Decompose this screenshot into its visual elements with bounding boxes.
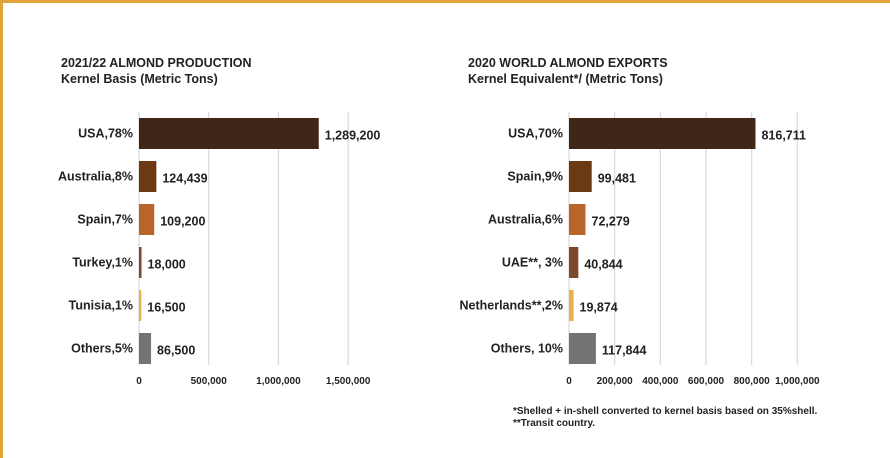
- exports-tick-label: 800,000: [734, 376, 771, 387]
- exports-category-label: USA,70%: [508, 127, 563, 141]
- exports-chart-title: 2020 WORLD ALMOND EXPORTS: [468, 56, 668, 70]
- exports-chart-heading: 2020 WORLD ALMOND EXPORTS Kernel Equival…: [468, 55, 668, 87]
- exports-category-label: UAE**, 3%: [502, 256, 563, 270]
- production-tick-label: 1,500,000: [326, 376, 371, 387]
- production-bar: [139, 290, 142, 321]
- exports-tick-label: 200,000: [597, 376, 634, 387]
- footnote-transit: **Transit country.: [513, 418, 596, 429]
- exports-value-label: 816,711: [761, 129, 806, 143]
- production-value-label: 18,000: [148, 258, 186, 272]
- footnote-shelled: *Shelled + in-shell converted to kernel …: [513, 406, 818, 417]
- production-tick-label: 500,000: [191, 376, 228, 387]
- production-chart-heading: 2021/22 ALMOND PRODUCTION Kernel Basis (…: [61, 55, 252, 87]
- production-tick-label: 1,000,000: [256, 376, 301, 387]
- exports-category-label: Others, 10%: [491, 342, 563, 356]
- production-category-label: Others,5%: [71, 342, 133, 356]
- left-border: [0, 0, 3, 458]
- footnotes: *Shelled + in-shell converted to kernel …: [513, 406, 817, 430]
- exports-category-label: Spain,9%: [507, 170, 563, 184]
- exports-value-label: 40,844: [584, 258, 622, 272]
- exports-chart-subtitle: Kernel Equivalent*/ (Metric Tons): [468, 72, 663, 86]
- exports-tick-label: 0: [566, 376, 572, 387]
- exports-category-label: Netherlands**,2%: [459, 299, 563, 313]
- production-value-label: 124,439: [162, 172, 207, 186]
- production-bar: [139, 247, 142, 278]
- exports-tick-label: 600,000: [688, 376, 725, 387]
- exports-value-label: 19,874: [580, 301, 618, 315]
- production-value-label: 1,289,200: [325, 129, 381, 143]
- exports-bar: [569, 161, 592, 192]
- production-value-label: 109,200: [160, 215, 205, 229]
- production-category-label: USA,78%: [78, 127, 133, 141]
- production-category-label: Australia,8%: [58, 170, 133, 184]
- exports-bar: [569, 118, 756, 149]
- production-bar: [139, 118, 319, 149]
- production-bar: [139, 204, 155, 235]
- exports-bar: [569, 290, 574, 321]
- production-value-label: 16,500: [147, 301, 185, 315]
- production-category-label: Spain,7%: [77, 213, 133, 227]
- exports-bar: [569, 247, 579, 278]
- production-chart-subtitle: Kernel Basis (Metric Tons): [61, 72, 218, 86]
- top-border: [0, 0, 890, 3]
- exports-value-label: 99,481: [598, 172, 636, 186]
- production-category-label: Tunisia,1%: [69, 299, 133, 313]
- production-tick-label: 0: [136, 376, 142, 387]
- exports-value-label: 72,279: [592, 215, 630, 229]
- exports-bar: [569, 333, 596, 364]
- production-bar: [139, 333, 152, 364]
- production-category-label: Turkey,1%: [72, 256, 133, 270]
- production-value-label: 86,500: [157, 344, 195, 358]
- production-chart-title: 2021/22 ALMOND PRODUCTION: [61, 56, 252, 70]
- exports-tick-label: 400,000: [642, 376, 679, 387]
- production-bar: [139, 161, 157, 192]
- exports-bar: [569, 204, 586, 235]
- exports-category-label: Australia,6%: [488, 213, 563, 227]
- exports-tick-label: 1,000,000: [775, 376, 820, 387]
- exports-value-label: 117,844: [602, 344, 647, 358]
